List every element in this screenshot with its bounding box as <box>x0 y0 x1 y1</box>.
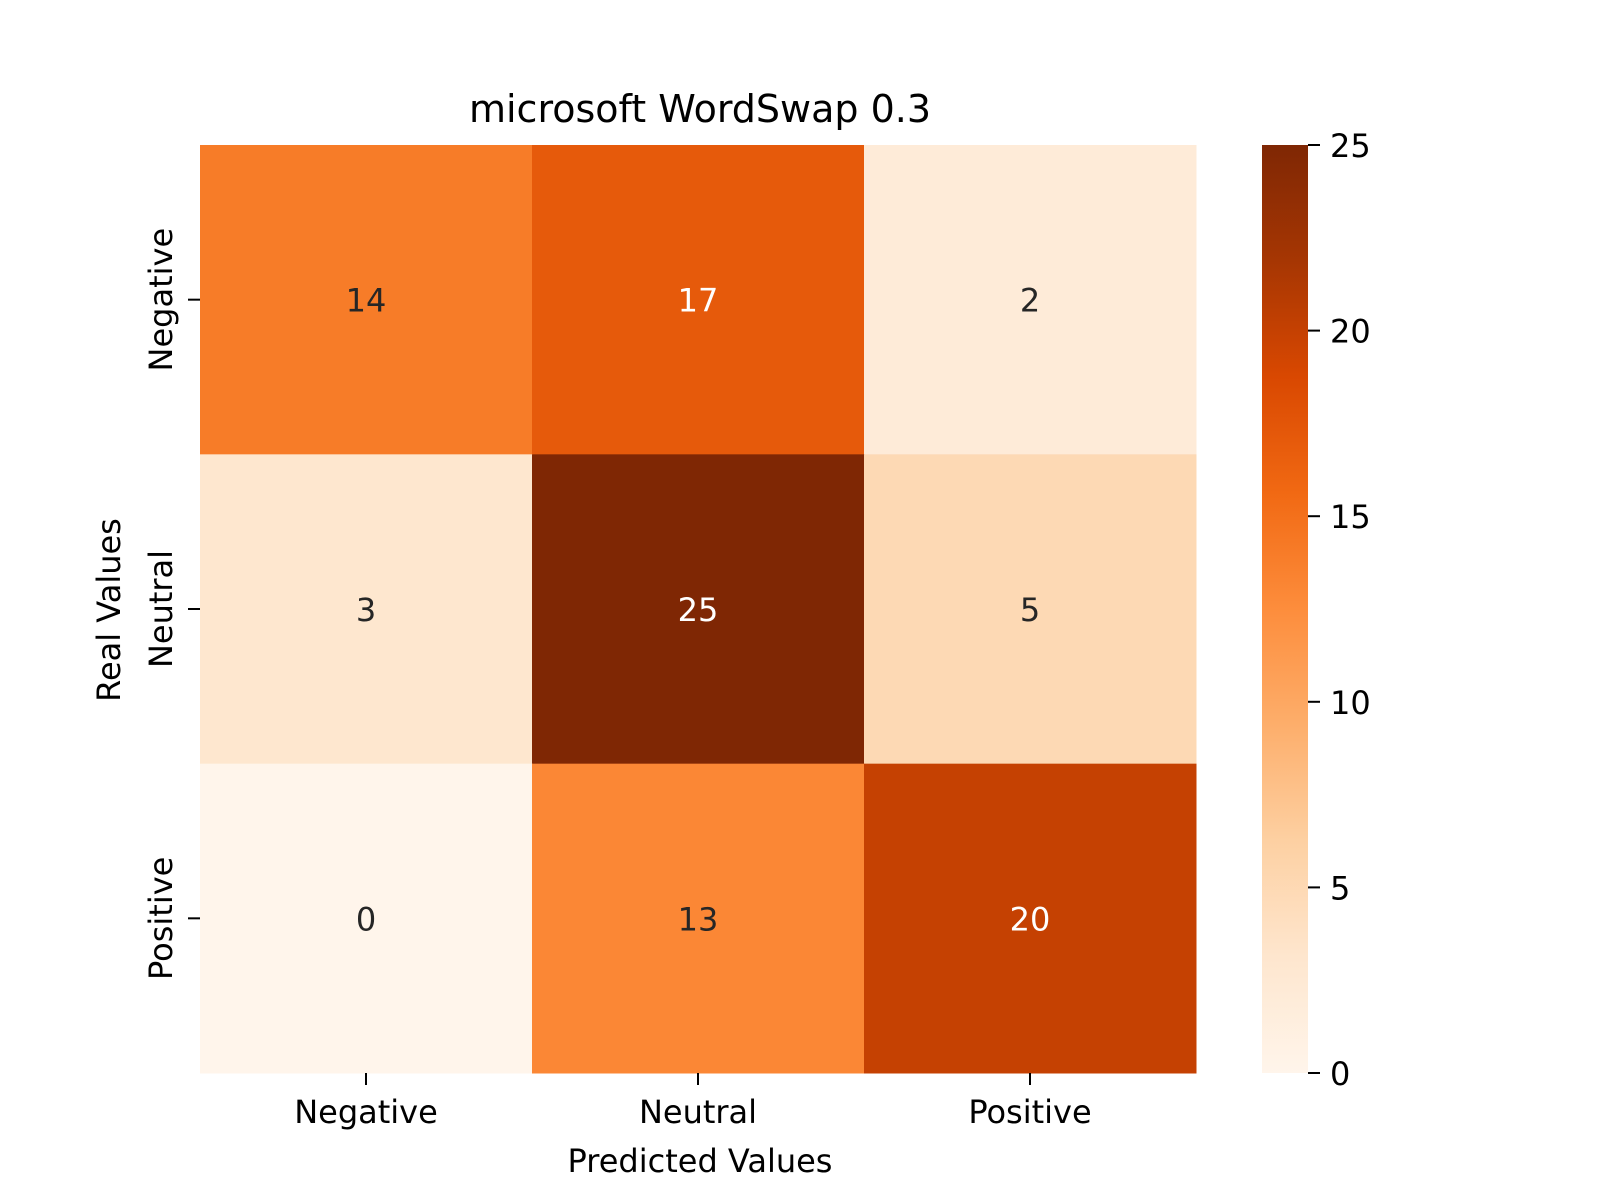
heatmap-cell-1-0 <box>200 454 533 765</box>
cell-value-0-1: 17 <box>678 282 719 320</box>
colorbar-tick-label-0: 0 <box>1330 1055 1350 1093</box>
x-axis-label: Predicted Values <box>568 1142 833 1180</box>
heatmap-cell-2-1 <box>532 763 865 1074</box>
x-tick-label-2: Positive <box>968 1093 1091 1131</box>
heatmap-cell-0-0 <box>200 145 533 455</box>
x-axis-ticks: Negative Neutral Positive <box>294 1073 1092 1131</box>
heatmap-cell-0-2 <box>864 145 1197 455</box>
heatmap-cell-1-2 <box>864 454 1197 765</box>
chart-title: microsoft WordSwap 0.3 <box>469 87 931 131</box>
cell-value-0-2: 2 <box>1020 282 1040 320</box>
colorbar-tick-label-3: 15 <box>1330 498 1371 536</box>
y-tick-label-0: Negative <box>142 228 180 372</box>
cell-value-0-0: 14 <box>346 282 387 320</box>
cell-value-1-0: 3 <box>356 591 376 629</box>
colorbar-tick-label-5: 25 <box>1330 127 1371 165</box>
y-tick-label-2: Positive <box>142 857 180 980</box>
colorbar-tick-label-4: 20 <box>1330 313 1371 351</box>
heatmap-cell-1-1 <box>532 454 865 765</box>
y-axis-label: Real Values <box>90 518 128 702</box>
x-tick-label-1: Neutral <box>639 1093 757 1131</box>
heatmap-cell-2-0 <box>200 763 533 1074</box>
cell-value-2-1: 13 <box>678 900 719 938</box>
cell-value-1-2: 5 <box>1020 591 1040 629</box>
cell-value-2-0: 0 <box>356 900 376 938</box>
y-axis-ticks: Negative Neutral Positive <box>142 228 200 980</box>
colorbar-tick-label-2: 10 <box>1330 684 1371 722</box>
colorbar-tick-label-1: 5 <box>1330 869 1350 907</box>
heatmap-cell-0-1 <box>532 145 865 455</box>
y-tick-label-1: Neutral <box>142 550 180 668</box>
colorbar <box>1262 145 1308 1073</box>
cell-value-1-1: 25 <box>678 591 719 629</box>
colorbar-ticks: 0 5 10 15 20 25 <box>1308 127 1371 1093</box>
x-tick-label-0: Negative <box>294 1093 438 1131</box>
heatmap-cells: 14 17 2 3 25 5 0 13 20 <box>200 145 1197 1074</box>
cell-value-2-2: 20 <box>1010 900 1051 938</box>
heatmap-cell-2-2 <box>864 763 1197 1074</box>
